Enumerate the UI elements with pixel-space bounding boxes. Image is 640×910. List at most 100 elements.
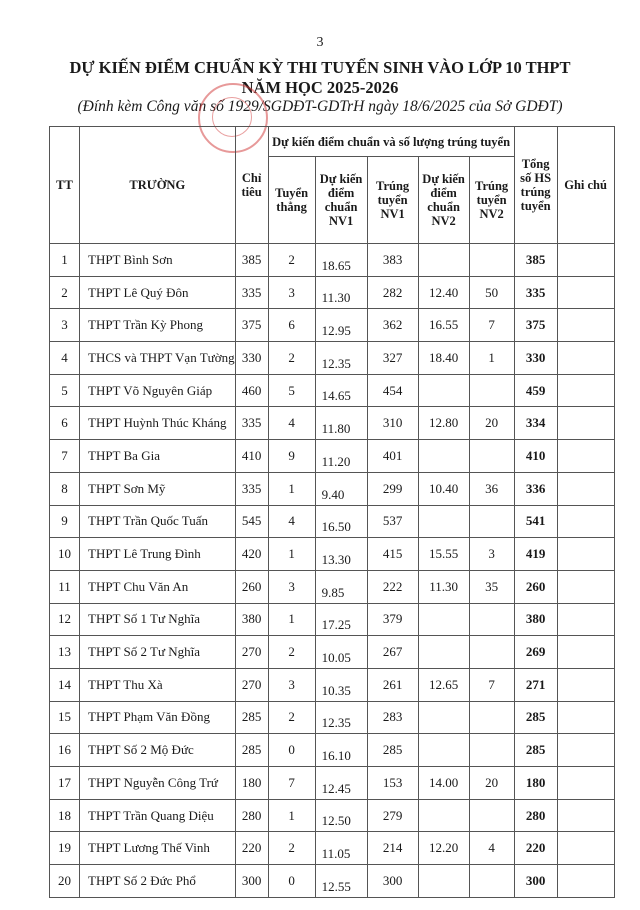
nv2-score [417, 733, 470, 767]
nv1-admitted: 362 [366, 308, 419, 343]
note [556, 373, 615, 408]
row-number: 1 [49, 243, 80, 277]
school-name: THPT Nguyễn Công Trứ [79, 766, 236, 800]
school-name: THPT Số 1 Tư Nghĩa [79, 602, 236, 637]
note [556, 700, 615, 735]
note [556, 341, 615, 375]
nv2-score: 14.00 [417, 766, 470, 800]
total-admitted: 375 [513, 308, 558, 343]
direct-admission: 1 [267, 798, 316, 833]
nv1-admitted: 537 [366, 504, 419, 539]
nv2-admitted: 4 [468, 831, 515, 866]
quota: 460 [234, 373, 269, 408]
quota: 410 [234, 439, 269, 473]
nv2-score: 12.40 [417, 275, 470, 310]
nv1-score: 12.50 [314, 798, 368, 833]
total-admitted: 380 [513, 602, 558, 637]
direct-admission: 7 [267, 766, 316, 800]
total-admitted: 335 [513, 275, 558, 310]
nv1-score: 10.05 [314, 635, 368, 669]
nv2-admitted: 50 [468, 275, 515, 310]
note [556, 569, 615, 604]
header-tt-nv1: Trúng tuyển NV1 [366, 156, 419, 244]
table-row: 6 THPT Huỳnh Thúc Kháng 335 4 11.80 310 12.80 2… [49, 406, 615, 441]
table-row: 15 THPT Phạm Văn Đồng 285 2 12.35 283 285 [49, 700, 615, 735]
quota: 385 [234, 243, 269, 277]
direct-admission: 2 [267, 700, 316, 735]
nv2-score [417, 373, 470, 408]
nv1-score: 18.65 [314, 243, 368, 277]
table-row: 11 THPT Chu Văn An 260 3 9.85 222 11.30 35 260 [49, 569, 615, 604]
total-admitted: 269 [513, 635, 558, 669]
nv1-admitted: 279 [366, 798, 419, 833]
direct-admission: 1 [267, 602, 316, 637]
nv2-admitted [468, 504, 515, 539]
direct-admission: 3 [267, 667, 316, 702]
nv1-score: 11.30 [314, 275, 368, 310]
school-name: THPT Chu Văn An [79, 569, 236, 604]
nv2-admitted [468, 733, 515, 767]
table-row: 7 THPT Ba Gia 410 9 11.20 401 410 [49, 439, 615, 473]
quota: 260 [234, 569, 269, 604]
nv2-score [417, 864, 470, 898]
total-admitted: 220 [513, 831, 558, 866]
school-name: THPT Bình Sơn [79, 243, 236, 277]
school-name: THPT Thu Xà [79, 667, 236, 702]
nv1-score: 12.55 [314, 864, 368, 898]
direct-admission: 2 [267, 635, 316, 669]
total-admitted: 541 [513, 504, 558, 539]
quota: 220 [234, 831, 269, 866]
row-number: 9 [49, 504, 80, 539]
row-number: 17 [49, 766, 80, 800]
document-title: DỰ KIẾN ĐIỂM CHUẨN KỲ THI TUYỂN SINH VÀO… [69, 58, 571, 77]
table-row: 20 THPT Số 2 Đức Phổ 300 0 12.55 300 300 [49, 864, 615, 898]
total-admitted: 180 [513, 766, 558, 800]
table-row: 18 THPT Trần Quang Diệu 280 1 12.50 279 280 [49, 798, 615, 833]
quota: 285 [234, 700, 269, 735]
note [556, 275, 615, 310]
total-admitted: 330 [513, 341, 558, 375]
total-admitted: 410 [513, 439, 558, 473]
school-name: THPT Trần Quang Diệu [79, 798, 236, 833]
nv2-admitted [468, 373, 515, 408]
header-tt-nv2: Trúng tuyển NV2 [468, 156, 515, 244]
note [556, 864, 615, 898]
school-name: THPT Số 2 Tư Nghĩa [79, 635, 236, 669]
nv2-score [417, 602, 470, 637]
document-subtitle: (Đính kèm Công văn số 1929/SGDĐT-GDTrH n… [77, 98, 563, 115]
school-name: THPT Ba Gia [79, 439, 236, 473]
nv2-score [417, 243, 470, 277]
nv1-score: 12.45 [314, 766, 368, 800]
total-admitted: 385 [513, 243, 558, 277]
note [556, 831, 615, 866]
nv1-score: 9.85 [314, 569, 368, 604]
school-name: THPT Số 2 Mộ Đức [79, 733, 236, 767]
note [556, 602, 615, 637]
total-admitted: 419 [513, 537, 558, 571]
nv2-score: 16.55 [417, 308, 470, 343]
admission-score-table: TT TRƯỜNG Chỉ tiêu Dự kiến điểm chuẩn và… [49, 126, 615, 898]
quota: 335 [234, 406, 269, 441]
nv1-score: 14.65 [314, 373, 368, 408]
quota: 280 [234, 798, 269, 833]
school-year: NĂM HỌC 2025-2026 [241, 78, 399, 97]
nv1-admitted: 283 [366, 700, 419, 735]
nv1-admitted: 310 [366, 406, 419, 441]
quota: 270 [234, 635, 269, 669]
direct-admission: 3 [267, 275, 316, 310]
quota: 180 [234, 766, 269, 800]
row-number: 6 [49, 406, 80, 441]
nv2-score [417, 798, 470, 833]
nv2-score [417, 635, 470, 669]
nv2-admitted [468, 798, 515, 833]
nv2-admitted [468, 864, 515, 898]
school-name: THPT Lê Trung Đình [79, 537, 236, 571]
note [556, 439, 615, 473]
quota: 380 [234, 602, 269, 637]
nv2-score: 15.55 [417, 537, 470, 571]
note [556, 766, 615, 800]
row-number: 8 [49, 471, 80, 506]
school-name: THPT Lương Thế Vinh [79, 831, 236, 866]
total-admitted: 334 [513, 406, 558, 441]
nv1-admitted: 285 [366, 733, 419, 767]
